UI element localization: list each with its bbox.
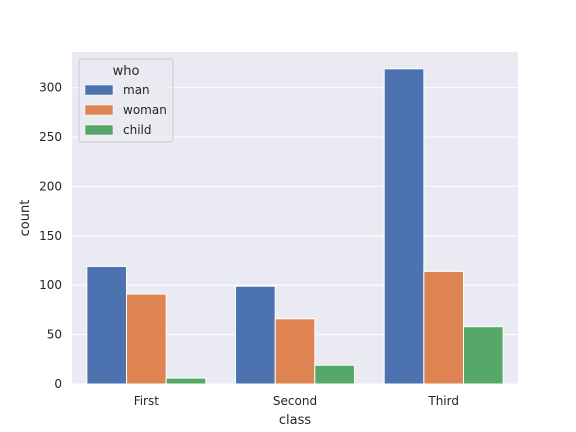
y-tick-label: 150	[39, 229, 62, 243]
bar-child-first	[165, 377, 207, 385]
x-tick-label: First	[134, 394, 160, 408]
bar-woman-first	[126, 293, 167, 385]
y-tick-label: 200	[39, 179, 62, 193]
bars	[86, 68, 504, 385]
legend-box	[78, 58, 174, 143]
legend-swatch-woman	[84, 104, 114, 116]
y-tick-label: 50	[47, 328, 62, 342]
bar-man-first	[86, 265, 128, 385]
y-axis-label: count	[18, 200, 33, 237]
y-tick-label: 0	[54, 377, 62, 391]
legend-label-man: man	[123, 83, 150, 97]
x-tick-label: Third	[427, 394, 459, 408]
legend-swatch-child	[84, 124, 114, 136]
x-axis-ticks: First Second Third	[134, 394, 459, 408]
bar-child-second	[314, 364, 355, 385]
legend-swatch-man	[84, 84, 114, 96]
y-tick-label: 300	[39, 81, 62, 95]
y-tick-label: 100	[39, 278, 62, 292]
bar-man-second	[235, 285, 276, 385]
bar-woman-third	[423, 270, 464, 385]
x-axis-label: class	[279, 413, 311, 428]
x-tick-label: Second	[273, 394, 317, 408]
legend-label-child: child	[123, 123, 152, 137]
legend-label-woman: woman	[123, 103, 167, 117]
y-axis-ticks: 0 50 100 150 200 250 300	[39, 81, 62, 391]
bar-man-third	[383, 68, 425, 385]
bar-woman-second	[274, 318, 316, 385]
bar-child-third	[462, 326, 504, 385]
y-tick-label: 250	[39, 130, 62, 144]
legend-title: who	[113, 64, 140, 79]
legend: who man woman child	[78, 58, 174, 143]
